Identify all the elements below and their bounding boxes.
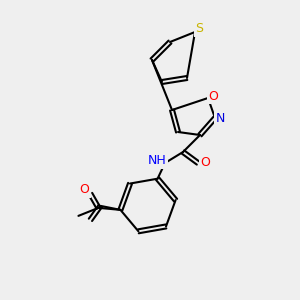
Text: O: O [200, 157, 210, 169]
Text: O: O [80, 183, 89, 196]
Text: S: S [195, 22, 203, 35]
Text: N: N [215, 112, 225, 124]
Text: O: O [208, 89, 218, 103]
Text: NH: NH [148, 154, 166, 167]
